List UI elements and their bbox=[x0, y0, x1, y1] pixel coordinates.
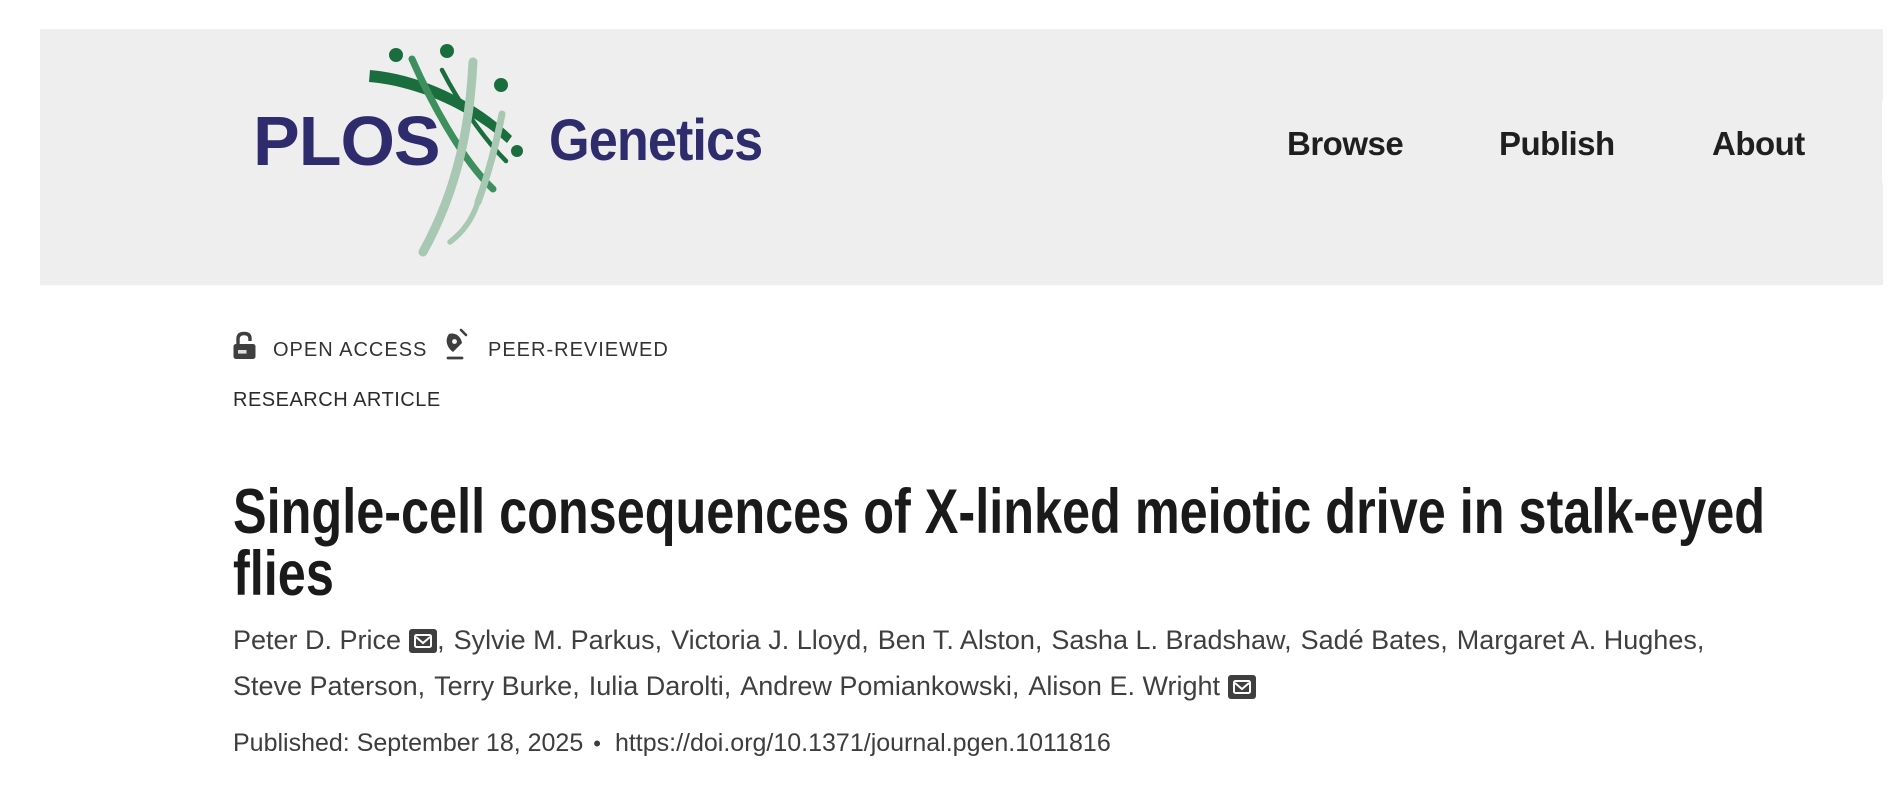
email-author-icon[interactable] bbox=[1227, 675, 1256, 699]
author-separator: , bbox=[654, 625, 663, 655]
author-link[interactable]: Steve Paterson bbox=[233, 671, 418, 701]
author-link[interactable]: Peter D. Price bbox=[233, 625, 402, 655]
author-separator: , bbox=[572, 671, 580, 701]
authors-line-1: Peter D. Price, Sylvie M. Parkus, Victoria… bbox=[233, 624, 1863, 658]
author-link[interactable]: Andrew Pomiankowski bbox=[740, 671, 1012, 701]
author-separator: , bbox=[1011, 671, 1020, 701]
author-link[interactable]: Iulia Darolti bbox=[588, 671, 724, 701]
logo-blade-light-short bbox=[474, 110, 506, 206]
author-unit: Ben T. Alston, bbox=[878, 625, 1052, 655]
article-type-label: RESEARCH ARTICLE bbox=[233, 389, 441, 411]
author-unit: Terry Burke, bbox=[434, 671, 589, 701]
pen-nib-icon bbox=[446, 328, 468, 360]
logo-blade-light-tail bbox=[447, 199, 481, 245]
author-link[interactable]: Alison E. Wright bbox=[1028, 671, 1220, 701]
author-unit: Sadé Bates, bbox=[1301, 625, 1457, 655]
doi-text: https://doi.org/10.1371/journal.pgen.101… bbox=[614, 729, 1111, 757]
author-link[interactable]: Terry Burke bbox=[434, 671, 573, 701]
author-separator: , bbox=[1696, 625, 1705, 655]
author-link[interactable]: Victoria J. Lloyd bbox=[671, 625, 862, 655]
authors-line-2: Steve Paterson, Terry Burke, Iulia Darolti… bbox=[233, 670, 1863, 704]
journal-name[interactable]: Genetics bbox=[549, 108, 763, 173]
open-lock-icon bbox=[233, 331, 256, 359]
logo-dot bbox=[440, 44, 454, 58]
author-link[interactable]: Margaret A. Hughes bbox=[1456, 625, 1697, 655]
author-unit: Sasha L. Bradshaw, bbox=[1051, 625, 1300, 655]
plos-logo-art bbox=[369, 44, 523, 257]
author-separator: , bbox=[723, 671, 732, 701]
author-separator: , bbox=[1440, 625, 1448, 655]
email-author-icon[interactable] bbox=[409, 629, 438, 653]
author-separator: , bbox=[1034, 625, 1043, 655]
author-link[interactable]: Sylvie M. Parkus bbox=[453, 625, 655, 655]
author-unit: Steve Paterson, bbox=[233, 671, 434, 701]
author-link[interactable]: Ben T. Alston bbox=[877, 625, 1035, 655]
author-unit: Victoria J. Lloyd, bbox=[671, 625, 878, 655]
author-separator: , bbox=[1284, 625, 1292, 655]
author-unit: Sylvie M. Parkus, bbox=[454, 625, 672, 655]
author-separator: , bbox=[417, 671, 426, 701]
author-unit: Peter D. Price, bbox=[233, 625, 454, 655]
published-line: Published: September 18, 2025 • https://do… bbox=[233, 728, 1111, 758]
author-separator: , bbox=[437, 625, 445, 655]
logo-blade-mid bbox=[408, 55, 497, 193]
author-unit: Alison E. Wright bbox=[1028, 671, 1256, 701]
bullet-separator: • bbox=[593, 731, 601, 756]
open-access-badge: OPEN ACCESS bbox=[273, 339, 428, 361]
logo-blade-thin bbox=[439, 67, 509, 164]
published-date: Published: September 18, 2025 bbox=[233, 729, 584, 757]
plos-logo-text[interactable]: PLOS bbox=[253, 102, 441, 180]
logo-dot bbox=[511, 145, 523, 157]
envelope-glyph bbox=[414, 634, 433, 648]
logo-dot bbox=[389, 48, 403, 62]
envelope-glyph bbox=[1232, 680, 1251, 694]
author-unit: Andrew Pomiankowski, bbox=[740, 671, 1028, 701]
author-link[interactable]: Sadé Bates bbox=[1300, 625, 1441, 655]
article-title: Single-cell consequences of X-linked mei… bbox=[233, 477, 1766, 609]
nav-about[interactable]: About bbox=[1712, 125, 1805, 162]
author-separator: , bbox=[861, 625, 869, 655]
author-unit: Margaret A. Hughes, bbox=[1457, 625, 1714, 655]
scrollbar-thumb[interactable] bbox=[1882, 98, 1892, 186]
logo-blade-light-long bbox=[418, 57, 478, 257]
logo-swoosh bbox=[369, 70, 512, 143]
nav-publish[interactable]: Publish bbox=[1499, 125, 1615, 162]
journal-header bbox=[40, 29, 1883, 285]
nav-browse[interactable]: Browse bbox=[1287, 125, 1404, 162]
peer-reviewed-badge: PEER-REVIEWED bbox=[488, 339, 669, 361]
author-unit: Iulia Darolti, bbox=[589, 671, 741, 701]
logo-dot bbox=[494, 78, 508, 92]
author-link[interactable]: Sasha L. Bradshaw bbox=[1051, 625, 1285, 655]
